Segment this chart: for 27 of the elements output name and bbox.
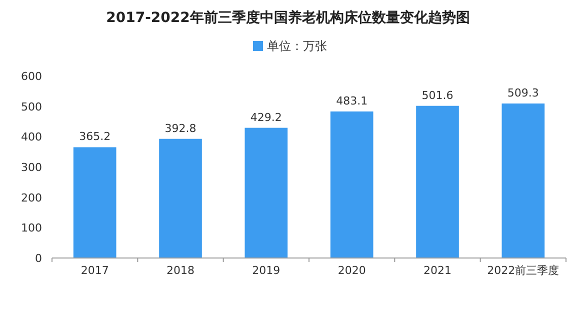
bar [416, 106, 459, 258]
data-label: 392.8 [164, 122, 196, 135]
x-tick-label: 2022前三季度 [487, 264, 560, 277]
bar [502, 104, 545, 258]
y-tick-label: 300 [21, 161, 42, 174]
y-tick-label: 400 [21, 130, 42, 144]
x-tick-label: 2021 [424, 264, 452, 277]
y-tick-label: 600 [21, 70, 42, 83]
data-label: 501.6 [422, 88, 454, 102]
y-tick-label: 500 [21, 100, 42, 114]
bar [330, 111, 374, 258]
y-tick-label: 200 [21, 191, 42, 204]
x-tick-label: 2020 [338, 264, 366, 277]
data-label: 483.1 [336, 94, 368, 108]
x-tick-label: 2018 [166, 264, 194, 277]
chart-title: 2017-2022年前三季度中国养老机构床位数量变化趋势图 [106, 9, 470, 26]
x-tick-label: 2017 [80, 264, 109, 277]
bar [73, 147, 116, 258]
y-tick-label: 100 [21, 222, 42, 235]
data-label: 509.3 [507, 86, 539, 100]
bar [159, 138, 202, 258]
x-tick-label: 2019 [252, 264, 280, 277]
data-label: 365.2 [79, 130, 111, 144]
legend-label: 单位：万张 [267, 39, 327, 53]
bar [244, 128, 288, 258]
y-tick-label: 0 [35, 252, 42, 265]
data-label: 429.2 [250, 110, 282, 124]
